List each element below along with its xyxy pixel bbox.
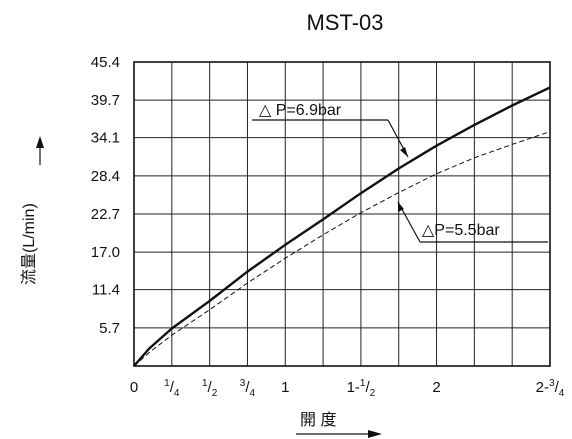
x-tick-label: 1/2 <box>202 378 218 399</box>
y-tick-label: 11.4 <box>92 282 120 299</box>
x-axis-label: 開 度 <box>300 411 336 429</box>
y-tick-label: 34.1 <box>91 130 120 147</box>
series-line-dashed <box>133 131 551 367</box>
y-tick-labels: 5.7 11.4 17.0 22.7 28.4 34.1 39.7 45.4 <box>91 54 120 337</box>
legend-dashed-arrowhead <box>398 202 404 212</box>
series-line-solid <box>133 86 551 367</box>
y-tick-label: 39.7 <box>91 92 120 109</box>
chart-title: MST-03 <box>306 10 383 35</box>
x-tick-label: 1-1/2 <box>347 378 376 399</box>
x-axis-label-group: 開 度 <box>296 411 382 438</box>
y-tick-label: 22.7 <box>91 206 120 223</box>
series-layer <box>133 86 551 367</box>
x-axis-arrowhead <box>368 430 382 438</box>
y-tick-label: 45.4 <box>91 54 120 71</box>
x-tick-label: 3/4 <box>240 378 256 399</box>
legend-dashed: △P=5.5bar <box>397 201 548 243</box>
x-tick-label: 1 <box>281 379 289 396</box>
x-tick-label: 2 <box>432 379 440 396</box>
y-axis-arrowhead <box>36 136 44 148</box>
x-tick-label: 0 <box>130 379 138 396</box>
y-tick-label: 17.0 <box>91 244 120 261</box>
legend-dashed-label: △P=5.5bar <box>422 222 500 239</box>
x-tick-label: 1/4 <box>164 378 180 399</box>
legend-solid-label: △ P=6.9bar <box>259 102 342 119</box>
grid-lines <box>134 61 550 366</box>
legend-solid: △ P=6.9bar <box>252 102 409 158</box>
y-tick-label: 5.7 <box>99 320 120 337</box>
y-axis-label: 流量(L/min) <box>20 203 38 285</box>
x-tick-label: 2-3/4 <box>536 378 565 399</box>
y-tick-label: 28.4 <box>91 168 120 185</box>
x-tick-labels: 0 1/4 1/2 3/4 1 1-1/2 2 2-3/4 <box>130 378 565 399</box>
legend-solid-arrowhead <box>400 147 408 157</box>
plot-frame <box>133 61 551 367</box>
y-axis-label-group: 流量(L/min) <box>20 136 44 285</box>
